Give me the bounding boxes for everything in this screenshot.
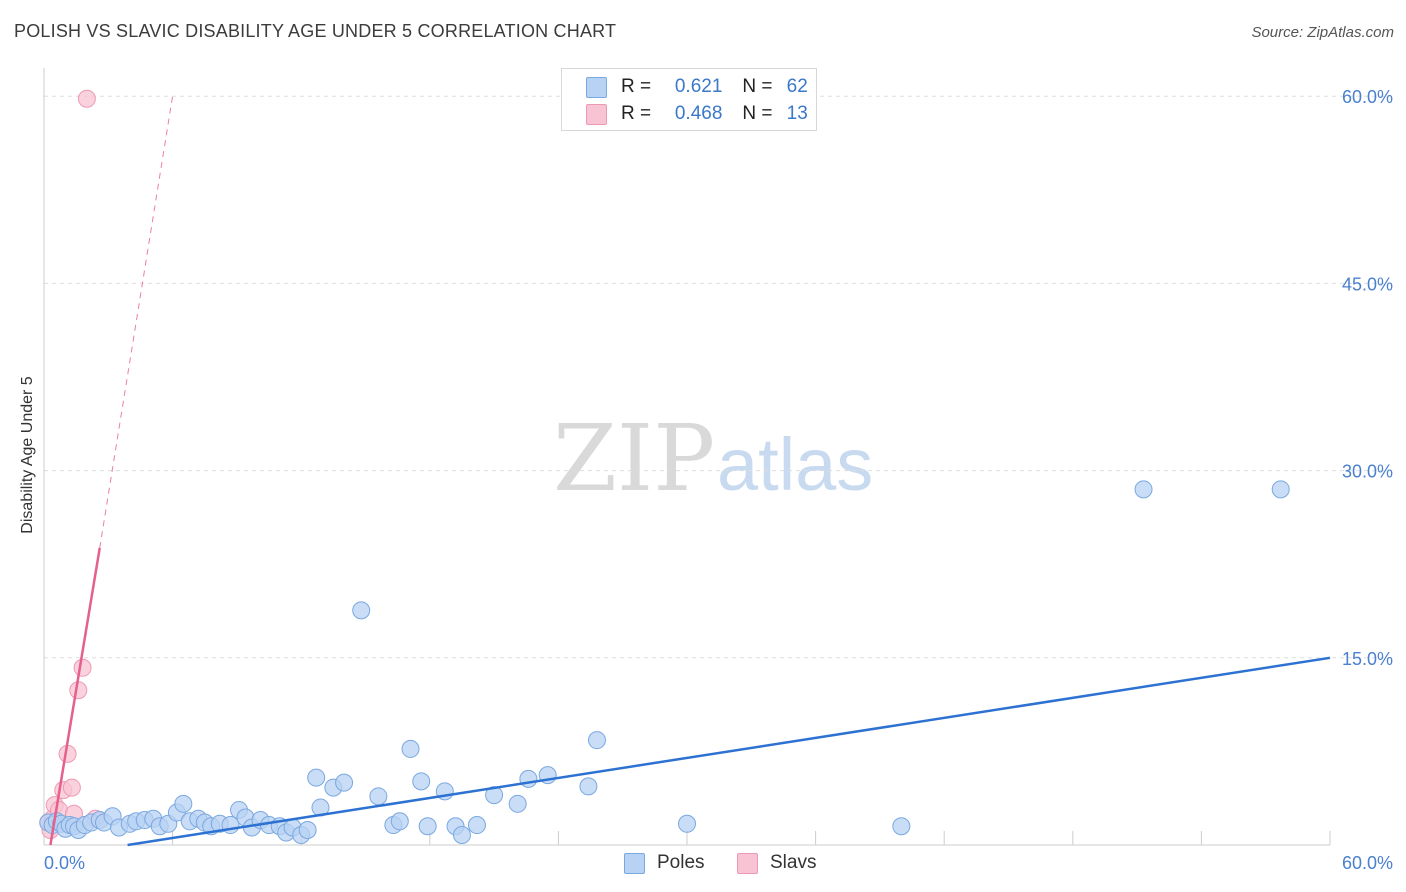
slavs-n-value: 13 bbox=[786, 103, 808, 124]
legend-row-slavs: R = 0.468 N = 13 bbox=[586, 102, 808, 126]
poles-r-value: 0.621 bbox=[674, 76, 723, 97]
poles-point bbox=[579, 777, 598, 796]
poles-point bbox=[352, 601, 371, 620]
y-tick-label: 15.0% bbox=[1342, 649, 1393, 669]
watermark-zip: ZIP bbox=[553, 405, 715, 512]
poles-point bbox=[401, 739, 420, 758]
poles-legend-swatch bbox=[624, 852, 645, 874]
poles-point bbox=[508, 794, 527, 813]
legend-r-label: R = bbox=[621, 76, 652, 97]
source-label: Source: ZipAtlas.com bbox=[1251, 24, 1394, 41]
poles-points bbox=[39, 480, 1290, 845]
y-tick-label: 45.0% bbox=[1342, 274, 1393, 294]
poles-legend-label: Poles bbox=[657, 852, 705, 873]
trend-lines bbox=[49, 96, 1331, 847]
legend-row-poles: R = 0.621 N = 62 bbox=[586, 75, 808, 99]
y-tick-label: 60.0% bbox=[1342, 87, 1393, 107]
poles-point bbox=[452, 826, 471, 845]
slavs-legend-swatch bbox=[737, 852, 758, 874]
slavs-point bbox=[62, 778, 81, 797]
legend-n-label: N = bbox=[742, 76, 773, 97]
poles-trend-line bbox=[127, 656, 1331, 847]
poles-point bbox=[519, 769, 538, 788]
poles-point bbox=[467, 816, 486, 835]
correlation-legend: R = 0.621 N = 62 R = 0.468 N = 13 bbox=[561, 68, 817, 131]
poles-point bbox=[1271, 480, 1290, 499]
grid-lines bbox=[44, 95, 1392, 659]
slavs-legend-label: Slavs bbox=[770, 852, 817, 873]
slavs-r-value: 0.468 bbox=[674, 103, 723, 124]
watermark-atlas: atlas bbox=[717, 423, 873, 506]
legend-n-label: N = bbox=[742, 103, 773, 124]
y-tick-label: 30.0% bbox=[1342, 462, 1393, 482]
x-tick-label: 60.0% bbox=[1342, 853, 1393, 873]
poles-swatch bbox=[586, 76, 607, 98]
poles-point bbox=[174, 794, 193, 813]
y-tick-labels: 15.0% 30.0% 45.0% 60.0% bbox=[1342, 87, 1393, 669]
x-tick-labels: 0.0% 60.0% bbox=[44, 853, 1393, 873]
chart-title: POLISH VS SLAVIC DISABILITY AGE UNDER 5 … bbox=[14, 21, 617, 41]
slavs-trend-line bbox=[49, 547, 101, 846]
x-tick-label: 0.0% bbox=[44, 853, 85, 873]
bottom-legend-poles: Poles bbox=[624, 852, 705, 874]
watermark: ZIP atlas bbox=[553, 405, 873, 512]
poles-point bbox=[485, 786, 504, 805]
legend-r-label: R = bbox=[621, 103, 652, 124]
poles-n-value: 62 bbox=[786, 76, 808, 97]
poles-point bbox=[678, 814, 696, 833]
poles-point bbox=[335, 773, 354, 792]
slavs-point bbox=[73, 658, 92, 677]
poles-point bbox=[418, 817, 437, 836]
poles-point bbox=[390, 812, 409, 831]
poles-point bbox=[892, 817, 911, 836]
slavs-points bbox=[39, 89, 105, 840]
poles-point bbox=[307, 768, 326, 787]
slavs-point bbox=[77, 89, 96, 108]
poles-point bbox=[298, 821, 317, 840]
slavs-swatch bbox=[586, 103, 607, 125]
slavs-trend-line-extension bbox=[99, 96, 174, 549]
poles-point bbox=[1134, 480, 1153, 499]
bottom-legend-slavs: Slavs bbox=[737, 852, 816, 874]
poles-point bbox=[369, 787, 388, 806]
poles-point bbox=[412, 772, 431, 791]
poles-point bbox=[587, 731, 606, 750]
